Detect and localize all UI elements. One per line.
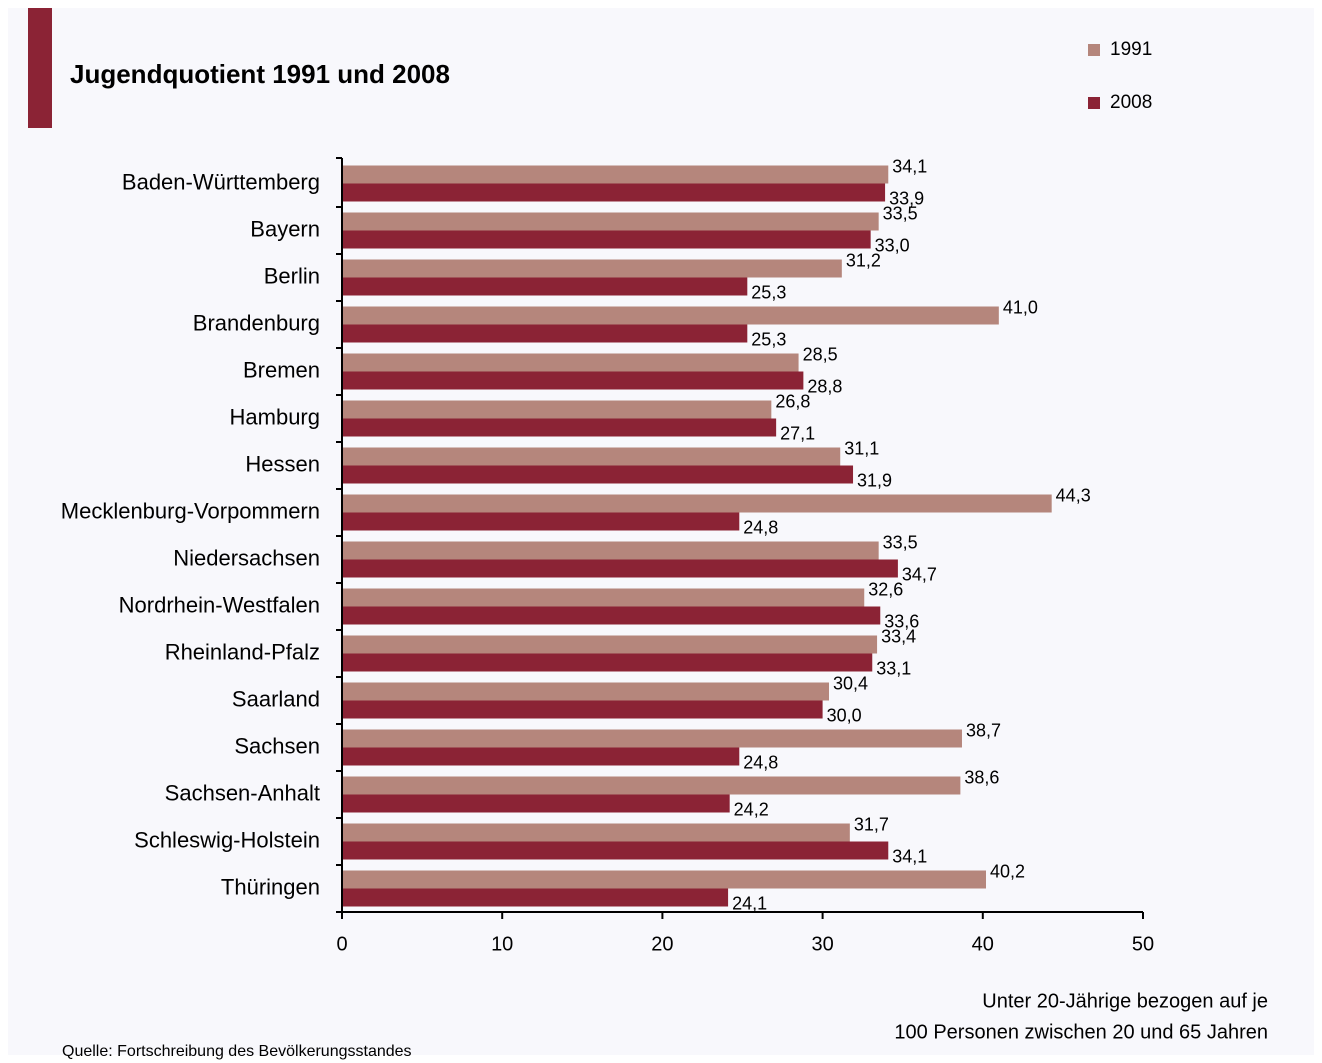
bar — [342, 400, 772, 419]
bar — [342, 512, 740, 531]
bar — [342, 324, 748, 343]
value-label: 25,3 — [751, 282, 786, 302]
bar — [342, 823, 850, 842]
bar — [342, 559, 898, 578]
value-label: 31,9 — [857, 470, 892, 490]
y-tick-label: Saarland — [232, 686, 320, 711]
value-label: 31,1 — [844, 438, 879, 458]
bar — [342, 682, 830, 701]
value-label: 34,7 — [902, 564, 937, 584]
bar — [342, 606, 881, 625]
x-tick-label: 50 — [1132, 933, 1154, 955]
title-accent — [28, 8, 52, 128]
y-tick-label: Bremen — [243, 357, 320, 382]
value-label: 33,0 — [875, 235, 910, 255]
value-label: 33,9 — [889, 188, 924, 208]
y-tick-label: Schleswig-Holstein — [134, 827, 320, 852]
value-label: 28,5 — [803, 344, 838, 364]
value-label: 38,6 — [964, 767, 999, 787]
value-label: 33,5 — [883, 532, 918, 552]
bar — [342, 776, 961, 795]
legend-label: 1991 — [1110, 39, 1152, 60]
y-tick-label: Niedersachsen — [173, 545, 320, 570]
value-label: 38,7 — [966, 720, 1001, 740]
value-label: 26,8 — [775, 391, 810, 411]
value-label: 33,1 — [876, 658, 911, 678]
value-label: 30,0 — [827, 705, 862, 725]
bar — [342, 277, 748, 296]
value-label: 40,2 — [990, 861, 1025, 881]
value-label: 34,1 — [892, 156, 927, 176]
x-tick-label: 30 — [811, 933, 833, 955]
bar — [342, 841, 889, 860]
value-label: 24,2 — [734, 799, 769, 819]
value-label: 28,8 — [807, 376, 842, 396]
bar — [342, 541, 879, 560]
bar — [342, 729, 962, 748]
x-axis-label: 100 Personen zwischen 20 und 65 Jahren — [894, 1021, 1268, 1043]
bar — [342, 418, 777, 437]
chart-title: Jugendquotient 1991 und 2008 — [70, 59, 450, 89]
x-axis-label: Unter 20-Jährige bezogen auf je — [982, 990, 1268, 1012]
y-tick-label: Thüringen — [221, 874, 320, 899]
y-tick-label: Sachsen — [234, 733, 320, 758]
bar — [342, 353, 799, 372]
y-tick-label: Bayern — [250, 216, 320, 241]
x-tick-label: 20 — [651, 933, 673, 955]
bar — [342, 700, 823, 719]
y-tick-label: Nordrhein-Westfalen — [119, 592, 320, 617]
bar — [342, 447, 841, 466]
bar — [342, 588, 865, 607]
value-label: 24,8 — [743, 752, 778, 772]
value-label: 44,3 — [1056, 485, 1091, 505]
value-label: 24,1 — [732, 893, 767, 913]
bar — [342, 230, 871, 249]
bar — [342, 653, 873, 672]
legend-swatch — [1088, 97, 1100, 109]
y-tick-label: Brandenburg — [193, 310, 320, 335]
bar — [342, 794, 730, 813]
x-tick-label: 10 — [491, 933, 513, 955]
x-tick-label: 0 — [336, 933, 347, 955]
source: Quelle: Fortschreibung des Bevölkerungss… — [62, 1043, 412, 1060]
bar — [342, 183, 886, 202]
value-label: 24,8 — [743, 517, 778, 537]
x-tick-label: 40 — [972, 933, 994, 955]
value-label: 27,1 — [780, 423, 815, 443]
y-tick-label: Mecklenburg-Vorpommern — [61, 498, 320, 523]
value-label: 32,6 — [868, 579, 903, 599]
bar — [342, 635, 878, 654]
value-label: 31,7 — [854, 814, 889, 834]
value-label: 33,5 — [883, 203, 918, 223]
value-label: 25,3 — [751, 329, 786, 349]
bar — [342, 747, 740, 766]
legend-label: 2008 — [1110, 92, 1152, 113]
value-label: 33,4 — [881, 626, 916, 646]
bar — [342, 212, 879, 231]
y-tick-label: Rheinland-Pfalz — [165, 639, 320, 664]
value-label: 30,4 — [833, 673, 868, 693]
bar — [342, 465, 854, 484]
value-label: 34,1 — [892, 846, 927, 866]
bar — [342, 165, 889, 184]
y-tick-label: Hamburg — [230, 404, 320, 429]
bar — [342, 259, 842, 278]
bar — [342, 494, 1052, 513]
bar — [342, 870, 987, 889]
y-tick-label: Berlin — [264, 263, 320, 288]
value-label: 31,2 — [846, 250, 881, 270]
bar — [342, 888, 729, 907]
y-tick-label: Sachsen-Anhalt — [165, 780, 320, 805]
bar — [342, 306, 999, 325]
bar — [342, 371, 804, 390]
value-label: 33,6 — [884, 611, 919, 631]
y-tick-label: Hessen — [245, 451, 320, 476]
legend-swatch — [1088, 44, 1100, 56]
value-label: 41,0 — [1003, 297, 1038, 317]
y-tick-label: Baden-Württemberg — [122, 169, 320, 194]
